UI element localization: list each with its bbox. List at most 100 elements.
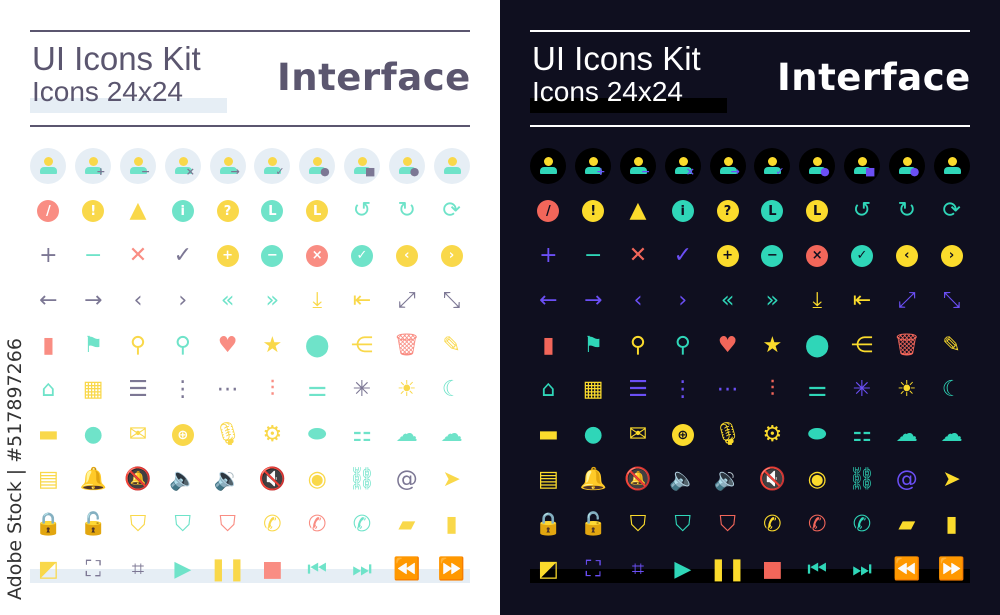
clock-icon: L <box>750 189 795 234</box>
moon-icon: ☾ <box>441 377 462 403</box>
dark-theme-panel: UI Icons Kit Icons 24x24 Interface + − × → ✓… <box>500 0 1000 615</box>
help-icon: ? <box>205 189 250 234</box>
gear-icon: ⚙ <box>262 422 283 448</box>
fast-forward-icon: ⏩ <box>937 556 966 582</box>
heart-icon: ♥ <box>717 332 738 358</box>
location-icon: ⬤ <box>304 332 330 358</box>
icon-grid: + − × → ✓ ● ■ ● /! ▲ i? L L ↺ ↻ ⟳ + − ✕ ✓ + − × ✓ ‹ › ← → ‹ › «» ⤓ ⇤ ⤢ ⤡ ▮ ⚑… <box>26 144 474 592</box>
external-link-icon: ◩ <box>538 556 559 582</box>
user-shield-icon: ● <box>295 144 340 189</box>
undo-icon: ↺ <box>852 198 872 224</box>
gear-icon: ⚙ <box>762 422 783 448</box>
phone-missed-icon: ✆ <box>307 511 327 537</box>
kit-title: UI Icons Kit <box>32 40 201 77</box>
check-circle-icon: ✓ <box>340 234 385 279</box>
category-title: Interface <box>277 56 471 99</box>
chevron-left-circle-icon: ‹ <box>884 234 929 279</box>
link-icon: ⛓ <box>848 466 876 492</box>
subtitle-highlight <box>30 98 227 113</box>
file-icon: ▮ <box>445 511 458 537</box>
alert-circle-icon: ! <box>571 189 616 234</box>
search-icon: ⚲ <box>174 332 191 358</box>
phone-icon: ✆ <box>263 511 282 537</box>
exit-fullscreen-icon: ⌗ <box>631 556 645 582</box>
kit-title: UI Icons Kit <box>532 40 701 77</box>
download-icon: ⤓ <box>812 287 823 313</box>
shield-alert-icon: ⛉ <box>719 511 736 537</box>
sun-icon: ☀ <box>396 377 417 403</box>
flag-icon: ⚑ <box>583 332 604 358</box>
user-shield-icon: ● <box>795 144 840 189</box>
history-icon: L <box>795 189 840 234</box>
user-lock-icon: ■ <box>840 144 885 189</box>
shield-icon: ⛉ <box>129 511 147 537</box>
download-icon: ⤓ <box>312 287 323 313</box>
user-remove-icon: − <box>116 144 161 189</box>
subtitle-highlight <box>530 98 727 113</box>
star-icon: ★ <box>262 332 283 358</box>
at-icon: @ <box>895 466 918 492</box>
comment-icon: ▬ <box>38 422 59 448</box>
user-forward-icon: → <box>705 144 750 189</box>
heart-icon: ♥ <box>217 332 238 358</box>
chevrons-right-icon: » <box>765 287 780 313</box>
microphone-icon: 🎙 <box>213 422 242 448</box>
phone-incoming-icon: ✆ <box>352 511 372 537</box>
minimize-icon: ⤡ <box>442 287 461 313</box>
close-circle-icon: × <box>795 234 840 279</box>
volume-icon: 🔈 <box>669 466 697 492</box>
chevron-left-circle-icon: ‹ <box>384 234 429 279</box>
minus-circle-icon: − <box>250 234 295 279</box>
user-circle-icon <box>429 144 474 189</box>
edit-icon: ✎ <box>442 332 461 358</box>
plus-circle-icon: + <box>705 234 750 279</box>
check-icon: ✓ <box>673 242 692 268</box>
undo-icon: ↺ <box>352 198 372 224</box>
maximize-icon: ⤢ <box>897 287 916 313</box>
eye-icon: ◉ <box>307 466 327 492</box>
check-circle-icon: ✓ <box>840 234 885 279</box>
minus-circle-icon: − <box>750 234 795 279</box>
user-icon <box>526 144 571 189</box>
send-icon: ➤ <box>442 466 461 492</box>
top-divider <box>530 30 970 32</box>
sun-icon: ☀ <box>896 377 917 403</box>
folder-icon: ▰ <box>898 511 916 537</box>
more-vertical-icon: ⋮ <box>171 377 194 403</box>
location-icon: ⬤ <box>804 332 830 358</box>
bell-off-icon: 🔕 <box>624 466 652 492</box>
close-icon: ✕ <box>628 242 648 268</box>
bookmark-icon: ▮ <box>542 332 555 358</box>
refresh-icon: ⟳ <box>442 198 461 224</box>
volume-up-icon: 🔉 <box>213 466 242 492</box>
alert-circle-icon: ! <box>71 189 116 234</box>
eye-icon: ◉ <box>807 466 827 492</box>
more-vertical-icon: ⋮ <box>671 377 694 403</box>
plus-icon: + <box>39 242 58 268</box>
chevron-right-circle-icon: › <box>429 234 474 279</box>
play-icon: ▶ <box>174 556 192 582</box>
arrow-right-icon: → <box>583 287 603 313</box>
info-icon: i <box>160 189 205 234</box>
pause-icon: ❚❚ <box>209 556 247 582</box>
users-icon: ● <box>884 144 929 189</box>
close-icon: ✕ <box>128 242 148 268</box>
skip-forward-icon: ⏭ <box>352 556 372 582</box>
history-icon: L <box>295 189 340 234</box>
grid-icon: ▦ <box>582 377 604 403</box>
flag-icon: ⚑ <box>83 332 104 358</box>
volume-icon: 🔈 <box>169 466 197 492</box>
send-icon: ➤ <box>942 466 961 492</box>
toggles-icon: ⚏ <box>852 422 872 448</box>
microphone-icon: 🎙 <box>713 422 742 448</box>
home-icon: ⌂ <box>541 377 556 403</box>
shield-icon: ⛉ <box>629 511 647 537</box>
minimize-icon: ⤡ <box>942 287 961 313</box>
chat-icon: ● <box>583 422 603 448</box>
user-lock-icon: ■ <box>340 144 385 189</box>
chevrons-right-icon: » <box>265 287 280 313</box>
user-icon <box>26 144 71 189</box>
volume-mute-icon: 🔇 <box>758 466 787 492</box>
globe-icon: ⊕ <box>660 413 705 458</box>
redo-icon: ↻ <box>397 198 416 224</box>
